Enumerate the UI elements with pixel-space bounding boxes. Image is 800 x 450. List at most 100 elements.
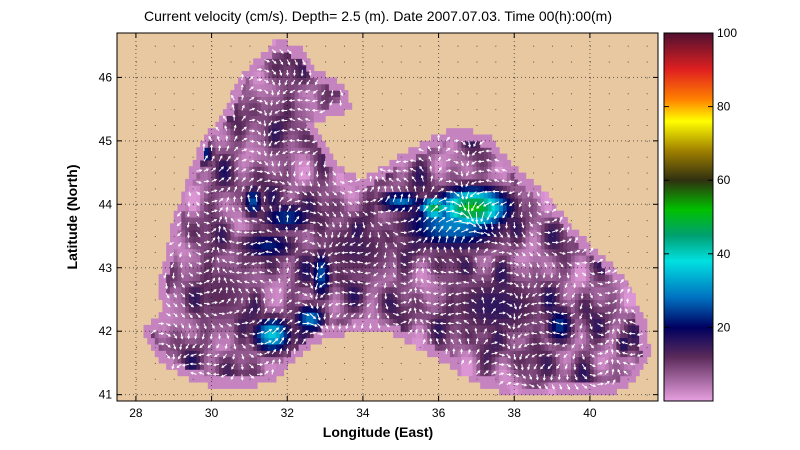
speed-cell	[518, 286, 523, 294]
speed-cell	[207, 223, 213, 231]
speed-cell	[241, 134, 247, 142]
speed-cell	[200, 375, 205, 383]
speed-cell	[431, 223, 436, 231]
speed-cell	[608, 312, 614, 320]
speed-cell	[234, 121, 239, 129]
speed-cell	[294, 248, 300, 256]
speed-cell	[502, 369, 508, 377]
speed-cell	[238, 223, 243, 231]
speed-cell	[415, 286, 421, 294]
speed-cell	[449, 261, 455, 269]
speed-cell	[506, 204, 512, 212]
speed-cell	[563, 356, 568, 364]
speed-cell	[536, 261, 542, 269]
speed-cell	[370, 324, 375, 332]
speed-cell	[502, 362, 508, 370]
grid-dot	[381, 394, 383, 396]
speed-cell	[283, 229, 288, 237]
speed-cell	[249, 140, 254, 148]
grid-dot	[287, 188, 289, 190]
speed-cell	[385, 274, 390, 281]
speed-cell	[362, 286, 368, 294]
grid-dot	[211, 140, 213, 142]
speed-cell	[521, 388, 527, 396]
speed-cell	[453, 248, 459, 256]
speed-cell	[238, 362, 243, 370]
speed-cell	[215, 178, 220, 186]
speed-cell	[552, 255, 557, 262]
speed-cell	[593, 388, 599, 396]
speed-cell	[211, 293, 216, 300]
speed-cell	[204, 185, 209, 193]
speed-cell	[294, 305, 300, 313]
speed-cell	[412, 178, 417, 186]
speed-cell	[241, 153, 247, 161]
speed-cell	[491, 198, 496, 205]
speed-cell	[332, 109, 337, 116]
speed-cell	[487, 261, 493, 269]
speed-cell	[502, 198, 508, 205]
speed-cell	[283, 134, 288, 142]
speed-cell	[230, 223, 235, 231]
speed-cell	[313, 83, 319, 91]
speed-cell	[249, 64, 254, 72]
speed-cell	[287, 217, 292, 224]
speed-cell	[275, 39, 281, 47]
grid-dot	[135, 188, 137, 190]
speed-cell	[245, 343, 250, 351]
speed-cell	[484, 140, 489, 148]
speed-cell	[238, 109, 243, 116]
speed-cell	[245, 331, 250, 339]
speed-cell	[287, 178, 292, 186]
speed-cell	[336, 318, 341, 326]
speed-cell	[177, 236, 182, 243]
speed-cell	[325, 204, 330, 212]
speed-cell	[154, 337, 160, 345]
grid-dot	[230, 45, 232, 47]
speed-cell	[518, 274, 523, 281]
speed-cell	[620, 274, 625, 281]
speed-cell	[222, 121, 228, 129]
speed-cell	[521, 299, 527, 307]
speed-cell	[188, 299, 194, 307]
speed-cell	[571, 286, 576, 294]
speed-cell	[347, 191, 353, 199]
grid-dot	[192, 267, 194, 269]
speed-cell	[529, 305, 534, 313]
speed-cell	[555, 280, 561, 288]
speed-cell	[502, 159, 508, 167]
speed-cell	[484, 204, 489, 212]
speed-cell	[567, 362, 572, 370]
speed-cell	[283, 153, 288, 161]
speed-cell	[294, 318, 300, 326]
speed-cell	[385, 318, 390, 326]
speed-cell	[249, 274, 254, 281]
speed-cell	[540, 356, 546, 364]
speed-cell	[476, 299, 481, 307]
speed-cell	[351, 204, 356, 212]
grid-dot	[438, 172, 440, 174]
speed-cell	[302, 147, 307, 155]
speed-cell	[253, 267, 258, 275]
speed-cell	[287, 305, 292, 313]
speed-cell	[325, 331, 330, 339]
speed-cell	[385, 267, 390, 275]
speed-cell	[646, 350, 652, 358]
speed-cell	[253, 337, 258, 345]
speed-cell	[291, 109, 296, 116]
speed-cell	[298, 229, 303, 237]
speed-cell	[397, 331, 402, 339]
speed-cell	[510, 236, 515, 243]
speed-cell	[427, 198, 432, 205]
grid-dot	[514, 109, 516, 111]
speed-cell	[291, 121, 296, 129]
speed-cell	[593, 369, 599, 377]
speed-cell	[605, 280, 610, 288]
speed-cell	[298, 71, 303, 78]
speed-cell	[306, 77, 311, 85]
speed-cell	[457, 312, 462, 320]
speed-cell	[404, 229, 409, 237]
grid-dot	[495, 315, 497, 317]
speed-cell	[423, 305, 428, 313]
speed-cell	[597, 299, 602, 307]
